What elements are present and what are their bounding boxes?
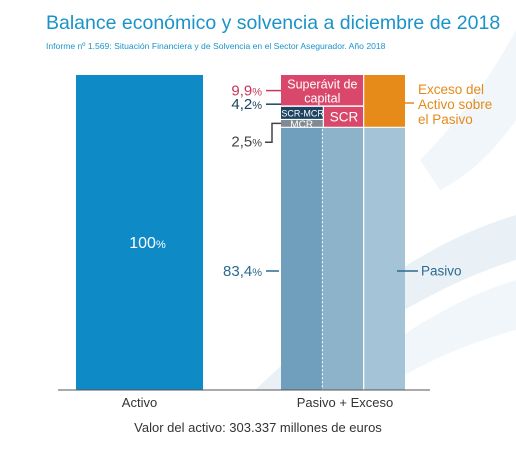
bars-layer [58,75,430,391]
value-mcr-percent: % [252,137,262,149]
value-pasivo: 83,4% [223,263,262,280]
bar-scr-mcr [281,106,324,120]
value-superavit-number: 9,9 [231,83,252,100]
value-mcr: 2,5% [231,133,262,150]
label-scr: SCR [330,110,359,125]
label-exceso: Exceso del Activo sobre el Pasivo [418,82,492,127]
value-pasivo-percent: % [252,267,262,279]
label-activo-value-number: 100 [129,235,156,252]
value-mcr-number: 2,5 [231,133,252,150]
value-scr-mcr: 4,2% [231,96,262,113]
category-label-pasivo-exceso: Pasivo + Exceso [297,395,393,410]
value-superavit-percent: % [252,87,262,99]
bar-scr [323,106,364,128]
bar-superavit [281,75,364,107]
bar-mcr [281,119,324,128]
value-superavit: 9,9% [231,83,262,100]
label-exceso-line-3: el Pasivo [418,112,473,127]
label-pasivo: Pasivo [421,264,462,279]
label-exceso-line-2: Activo sobre [418,97,492,112]
value-pasivo-number: 83,4 [223,263,252,280]
label-superavit-line-2: capital [304,92,340,106]
bar-pasivo-mid [322,127,364,390]
label-superavit-line-1: Superávit de [287,78,357,92]
bar-exceso [363,75,405,128]
chart-title: Balance económico y solvencia a diciembr… [46,12,501,34]
label-activo-value-percent: % [156,239,166,251]
label-scr-mcr: SCR-MCR [281,108,324,118]
category-label-activo: Activo [122,395,157,410]
label-superavit: Superávit de capital [287,78,357,106]
chart-subtitle: Informe nº 1.569: Situación Financiera y… [46,41,386,51]
value-scr-mcr-percent: % [252,100,262,112]
bar-pasivo [281,127,323,390]
label-exceso-line-1: Exceso del [418,82,484,97]
chart-footer-note: Valor del activo: 303.337 millones de eu… [134,420,382,435]
bar-activo [76,75,203,390]
bar-pasivo-light [363,127,405,390]
leader-mcr [265,122,281,144]
label-activo-value: 100% [129,235,166,252]
value-scr-mcr-number: 4,2 [231,96,252,113]
label-mcr: MCR [290,119,313,130]
